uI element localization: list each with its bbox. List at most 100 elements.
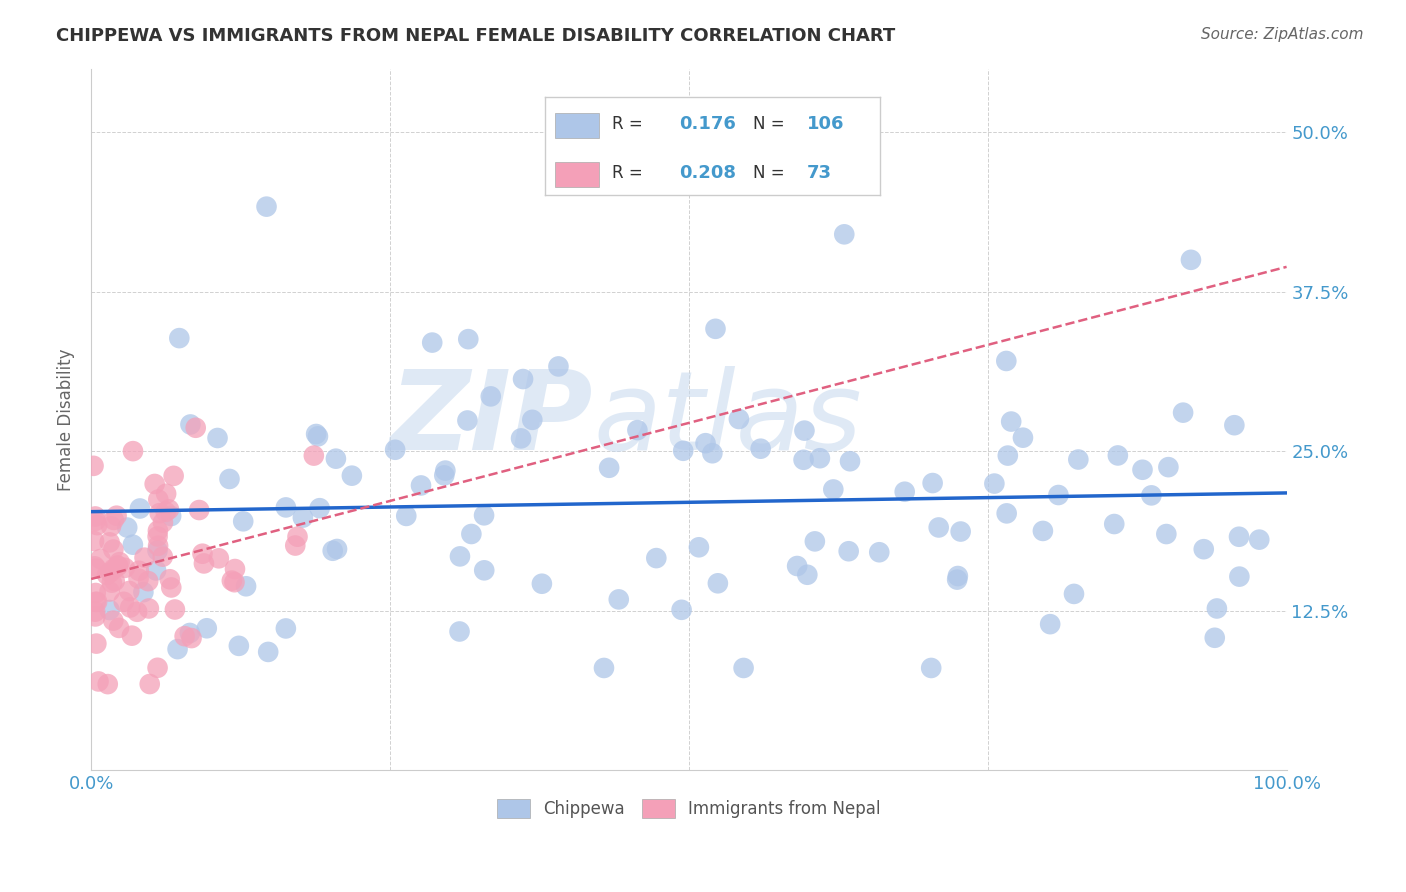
- Point: [112, 595, 135, 609]
- Point: [180, 631, 202, 645]
- Point: [193, 557, 215, 571]
- Point: [122, 538, 145, 552]
- Point: [1223, 418, 1246, 433]
- Point: [607, 592, 630, 607]
- Point: [274, 622, 297, 636]
- Point: [1204, 631, 1226, 645]
- Point: [1227, 530, 1250, 544]
- Point: [832, 227, 855, 242]
- Point: [1205, 601, 1227, 615]
- Point: [326, 541, 349, 556]
- Point: [749, 442, 772, 456]
- Point: [207, 431, 229, 445]
- Point: [1107, 449, 1129, 463]
- Point: [793, 424, 815, 438]
- Point: [920, 661, 942, 675]
- Point: [97, 677, 120, 691]
- Point: [191, 547, 214, 561]
- Point: [307, 429, 329, 443]
- Point: [86, 518, 108, 533]
- Point: [457, 332, 479, 346]
- Point: [305, 427, 328, 442]
- Point: [134, 550, 156, 565]
- Point: [84, 514, 107, 528]
- Point: [995, 507, 1018, 521]
- Point: [105, 508, 128, 523]
- Point: [839, 454, 862, 468]
- Point: [1180, 252, 1202, 267]
- Point: [155, 505, 177, 519]
- Point: [155, 487, 177, 501]
- Point: [184, 421, 207, 435]
- Point: [928, 520, 950, 534]
- Point: [395, 508, 418, 523]
- Point: [593, 661, 616, 675]
- Point: [100, 519, 122, 533]
- Point: [1227, 569, 1250, 583]
- Point: [138, 601, 160, 615]
- Point: [160, 581, 183, 595]
- Point: [598, 460, 620, 475]
- Point: [512, 372, 534, 386]
- Point: [163, 468, 186, 483]
- Point: [128, 572, 150, 586]
- Point: [688, 541, 710, 555]
- Point: [804, 534, 827, 549]
- Point: [146, 529, 169, 543]
- Point: [325, 451, 347, 466]
- Point: [510, 431, 533, 445]
- Point: [145, 563, 167, 577]
- Point: [449, 624, 471, 639]
- Point: [224, 575, 246, 590]
- Point: [98, 603, 121, 617]
- Point: [868, 545, 890, 559]
- Point: [159, 572, 181, 586]
- Point: [84, 509, 107, 524]
- Point: [384, 442, 406, 457]
- Point: [218, 472, 240, 486]
- Point: [169, 331, 191, 345]
- Point: [983, 476, 1005, 491]
- Point: [118, 584, 141, 599]
- Point: [702, 446, 724, 460]
- Point: [128, 564, 150, 578]
- Point: [84, 561, 107, 575]
- Point: [456, 413, 478, 427]
- Point: [87, 674, 110, 689]
- Point: [146, 524, 169, 538]
- Point: [808, 451, 831, 466]
- Point: [308, 501, 330, 516]
- Point: [1067, 452, 1090, 467]
- Point: [893, 484, 915, 499]
- Point: [136, 574, 159, 589]
- Point: [1102, 516, 1125, 531]
- Point: [530, 576, 553, 591]
- Point: [122, 444, 145, 458]
- Point: [96, 567, 118, 582]
- Point: [460, 527, 482, 541]
- Point: [547, 359, 569, 374]
- Point: [1000, 415, 1022, 429]
- Point: [98, 584, 121, 599]
- Point: [257, 645, 280, 659]
- Point: [149, 506, 172, 520]
- Point: [995, 354, 1018, 368]
- Point: [84, 609, 107, 624]
- Point: [1039, 617, 1062, 632]
- Point: [152, 516, 174, 530]
- Point: [1063, 587, 1085, 601]
- Point: [645, 551, 668, 566]
- Point: [449, 549, 471, 564]
- Point: [83, 458, 105, 473]
- Point: [103, 513, 125, 527]
- Point: [522, 413, 544, 427]
- Point: [104, 574, 127, 588]
- Point: [101, 575, 124, 590]
- Point: [235, 579, 257, 593]
- Point: [86, 595, 108, 609]
- Point: [138, 677, 160, 691]
- Point: [1171, 406, 1194, 420]
- Point: [420, 335, 443, 350]
- Point: [89, 552, 111, 566]
- Point: [302, 449, 325, 463]
